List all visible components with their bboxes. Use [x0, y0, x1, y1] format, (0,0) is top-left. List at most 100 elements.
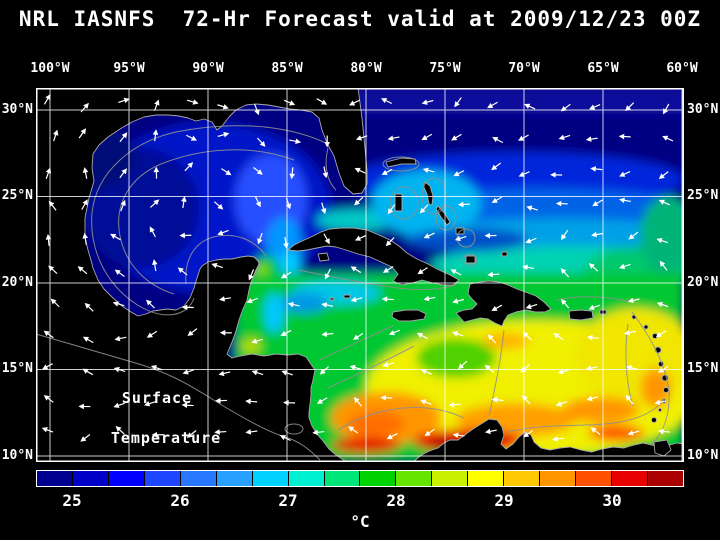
- vector-arrow: [522, 331, 532, 341]
- colorbar-segment: [288, 471, 325, 486]
- vector-arrow: [560, 268, 570, 278]
- vector-arrow: [619, 171, 631, 177]
- vector-arrow: [381, 168, 393, 175]
- vector-arrow: [146, 330, 158, 338]
- lon-tick-label: 65°W: [587, 61, 619, 76]
- vector-arrow: [113, 366, 126, 373]
- vector-arrow: [526, 205, 538, 211]
- vector-arrow: [487, 101, 498, 109]
- vector-arrow: [420, 369, 432, 375]
- vector-arrow: [324, 268, 331, 280]
- colorbar-segment: [468, 471, 505, 486]
- vector-arrow: [211, 262, 223, 269]
- turks: [501, 251, 508, 257]
- vector-arrow: [184, 162, 194, 172]
- vector-arrow: [520, 364, 530, 373]
- vector-arrow: [153, 99, 160, 111]
- vector-arrow: [619, 197, 631, 204]
- vector-arrow: [217, 229, 229, 236]
- vector-arrow: [349, 99, 361, 106]
- vector-arrow: [656, 301, 669, 308]
- vector-arrow: [555, 200, 568, 207]
- vector-arrow: [658, 199, 671, 206]
- vector-arrow: [151, 259, 158, 272]
- vector-arrow: [353, 397, 363, 407]
- vector-arrow: [491, 196, 503, 203]
- colorbar-segment: [647, 471, 683, 486]
- vector-arrow: [354, 167, 366, 174]
- vector-arrow: [283, 99, 296, 106]
- vector-arrow: [625, 102, 635, 112]
- annotation-surface: Surface: [121, 389, 193, 407]
- vector-arrow: [149, 199, 160, 208]
- colorbar-segment: [504, 471, 541, 486]
- antilles-island: [651, 417, 657, 423]
- great-inagua: [465, 255, 476, 264]
- lat-tick-label: 15°N: [1, 361, 33, 376]
- vector-arrow: [179, 232, 192, 239]
- vector-arrow: [283, 399, 296, 406]
- lon-tick-label: 100°W: [30, 61, 70, 76]
- vector-arrow: [619, 263, 631, 270]
- vector-arrow: [585, 136, 598, 142]
- vector-arrow: [522, 264, 535, 271]
- isla-juventud: [317, 252, 330, 262]
- vector-arrow: [42, 363, 53, 370]
- vector-arrow: [181, 402, 194, 409]
- vector-arrow: [417, 267, 428, 275]
- vector-arrow: [245, 398, 258, 405]
- lon-tick-label: 90°W: [192, 61, 224, 76]
- lon-tick-label: 80°W: [350, 61, 382, 76]
- vector-arrow: [451, 133, 462, 141]
- vector-arrow: [279, 435, 291, 442]
- vector-arrow: [525, 303, 538, 310]
- vector-arrow: [82, 336, 94, 344]
- grand-bahama: [385, 157, 417, 168]
- jamaica: [391, 309, 427, 322]
- forecast-map: [36, 88, 684, 462]
- lat-tick-label: 25°N: [687, 188, 719, 203]
- vector-arrow: [146, 299, 155, 309]
- vector-arrow: [586, 395, 599, 402]
- vector-arrow: [114, 269, 125, 278]
- vector-arrow: [525, 237, 537, 244]
- vector-arrow: [254, 196, 261, 208]
- vector-arrow: [627, 297, 640, 304]
- vector-arrow: [523, 429, 534, 438]
- vector-arrow: [627, 430, 640, 436]
- vector-arrow: [48, 200, 57, 211]
- vector-arrow: [120, 199, 126, 212]
- vector-arrow: [457, 201, 470, 208]
- vector-arrow: [560, 103, 571, 112]
- vector-arrow: [591, 231, 604, 238]
- vector-arrow: [555, 401, 568, 407]
- lat-tick-label: 25°N: [1, 188, 33, 203]
- vector-arrow: [657, 428, 670, 435]
- vector-arrow: [248, 269, 255, 281]
- map-frame: [36, 88, 684, 462]
- vector-arrow: [289, 138, 302, 145]
- lon-tick-label: 75°W: [429, 61, 461, 76]
- vector-arrow: [420, 399, 432, 405]
- vector-arrow: [245, 429, 258, 435]
- colorbar-segment: [72, 471, 109, 486]
- vector-arrow: [321, 302, 334, 308]
- vector-arrow: [452, 331, 464, 337]
- vector-arrow: [187, 328, 198, 337]
- vector-arrow: [349, 364, 362, 371]
- antilles-island: [658, 408, 662, 412]
- vector-arrow: [457, 360, 468, 370]
- lat-tick-label: 20°N: [1, 275, 33, 290]
- cuba: [287, 227, 460, 286]
- vector-arrow: [588, 263, 599, 272]
- lat-tick-label: 10°N: [687, 448, 719, 463]
- vector-arrow: [217, 104, 229, 110]
- vector-arrow: [518, 134, 529, 141]
- vector-arrow: [50, 298, 60, 308]
- vector-arrow: [285, 197, 292, 210]
- vector-arrow: [589, 103, 601, 110]
- colorbar-segment: [216, 471, 253, 486]
- puerto-rico: [568, 309, 594, 321]
- vector-arrow: [289, 167, 295, 180]
- pacific-coastline: [36, 333, 321, 461]
